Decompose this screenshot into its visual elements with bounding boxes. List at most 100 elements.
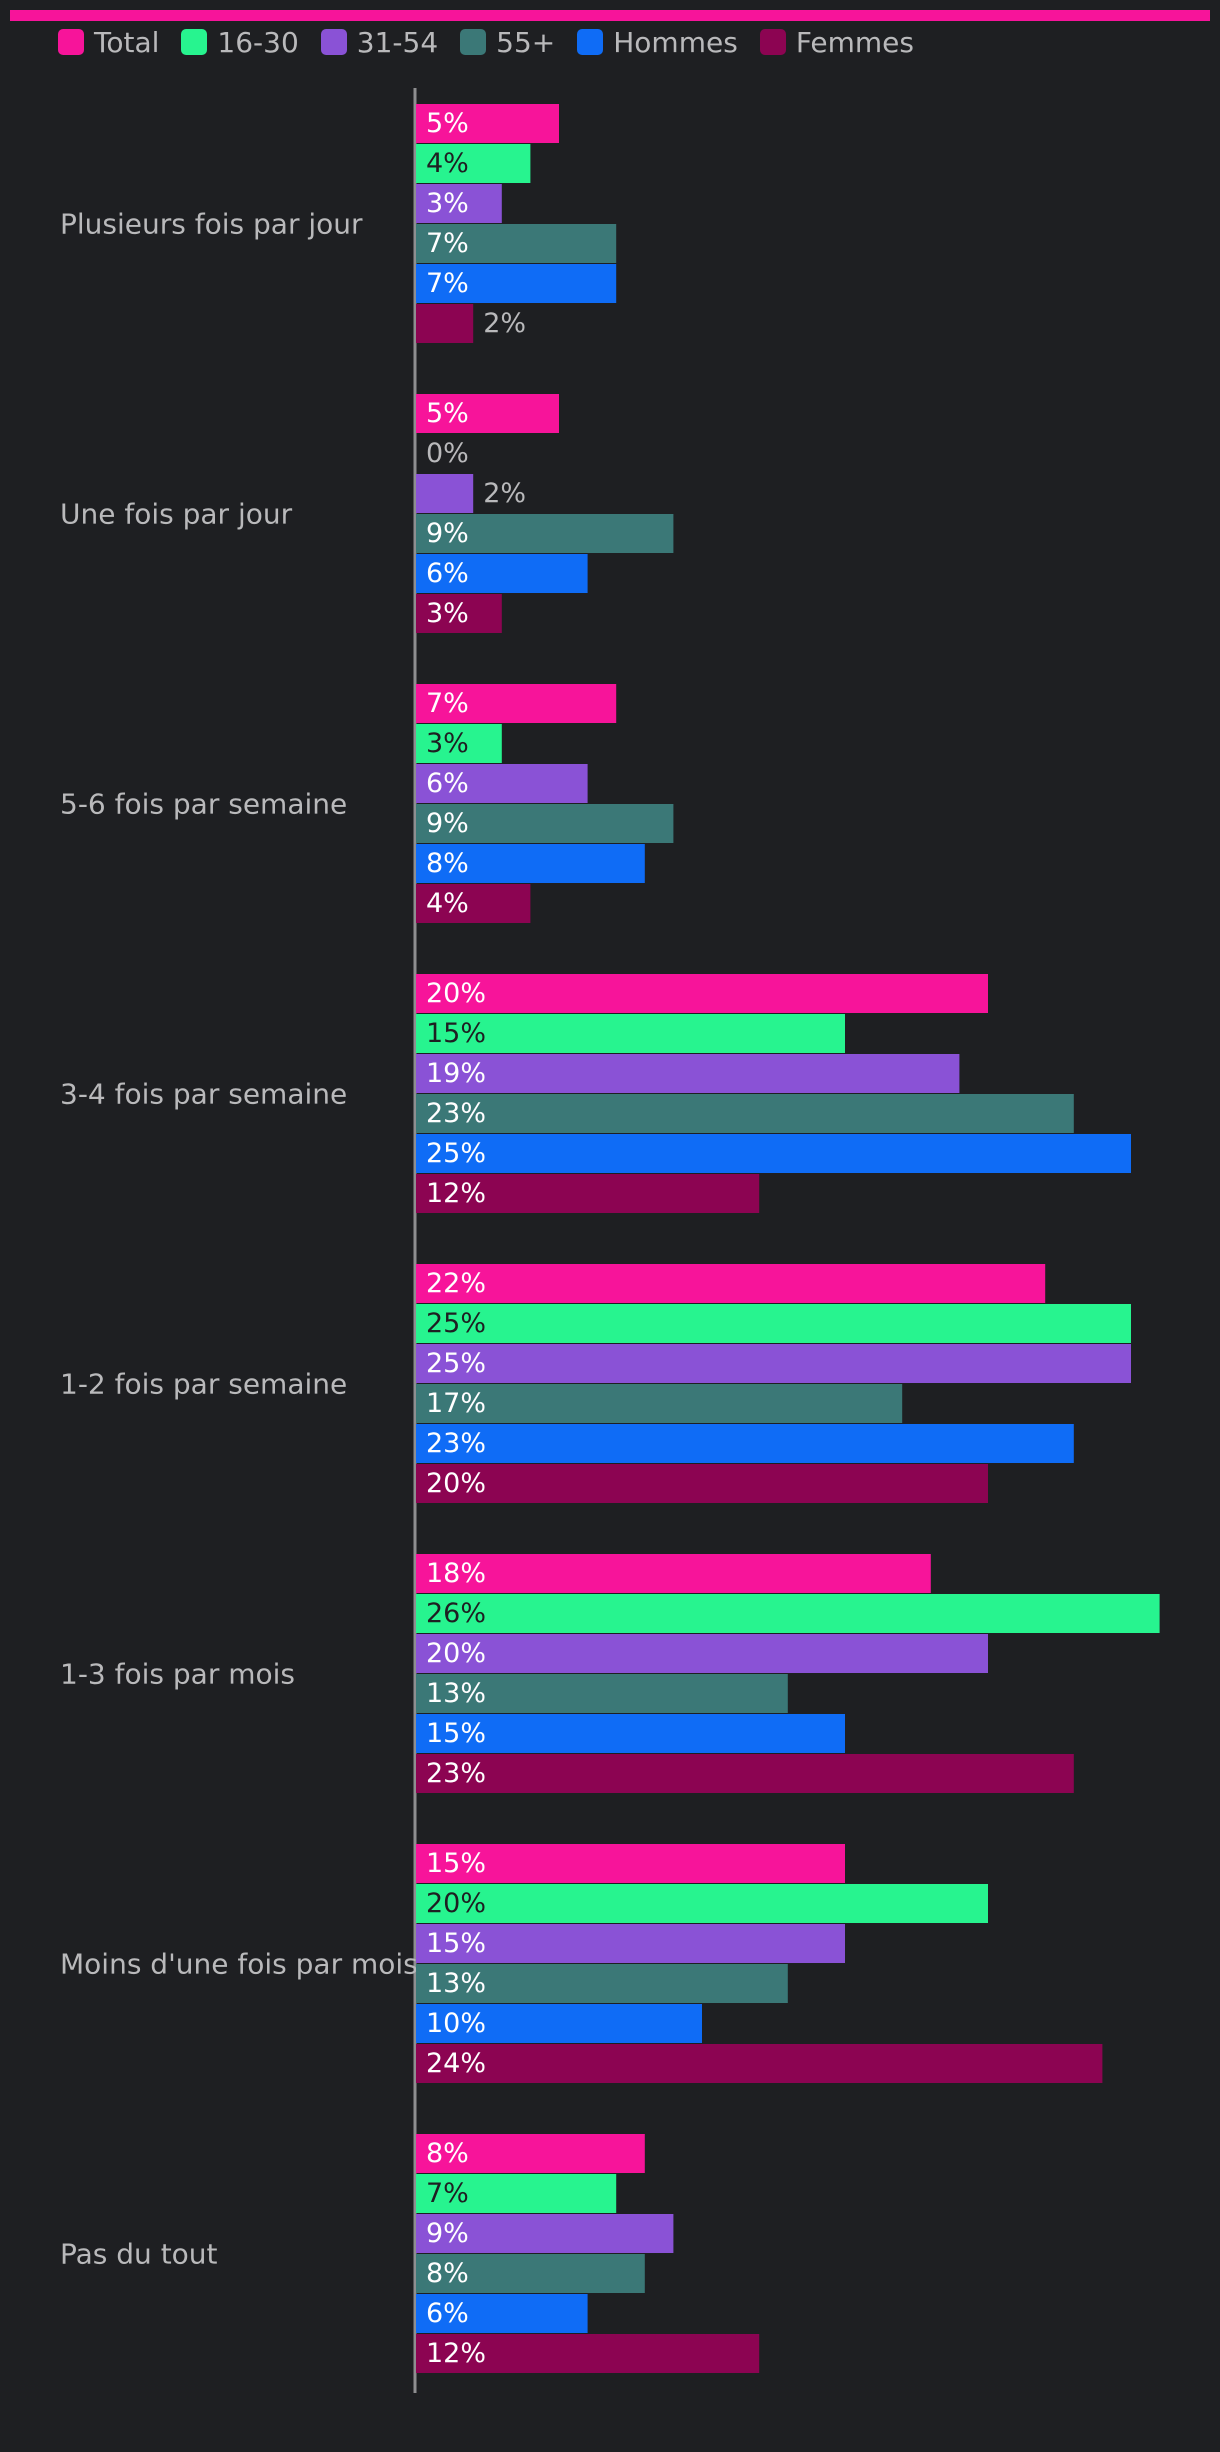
data-label: 15% [426,1928,486,1959]
data-label: 23% [426,1428,486,1459]
bar [416,2334,760,2373]
legend-label: Hommes [613,25,738,59]
data-label: 7% [426,228,469,259]
legend-item[interactable]: Femmes [759,25,914,59]
category-label: 1-2 fois par semaine [60,1368,347,1401]
legend-item[interactable]: 55+ [460,26,555,59]
bar [416,594,502,633]
bar [416,1054,960,1093]
bar [416,2254,645,2293]
data-label: 3% [426,728,469,759]
legend-label: 31-54 [356,25,439,59]
data-label: 26% [426,1598,486,1629]
data-label: 3% [426,188,469,219]
bar [416,554,588,593]
category-label: Une fois par jour [60,498,293,531]
data-label: 4% [426,148,469,179]
bar [416,394,559,433]
bar [416,1424,1074,1463]
data-label: 17% [426,1388,486,1419]
category-label: Moins d'une fois par mois [60,1948,418,1981]
top-accent-bar [10,10,1210,21]
data-label: 25% [426,1348,486,1379]
bar [416,2004,702,2043]
bar [416,1094,1074,1133]
data-label: 3% [426,598,469,629]
bar [416,1174,760,1213]
data-label: 24% [426,2048,486,2079]
category-label: Pas du tout [60,2238,218,2271]
bar [416,514,674,553]
data-label: 9% [426,808,469,839]
data-label: 23% [426,1758,486,1789]
data-label: 18% [426,1558,486,1589]
bar [416,1554,931,1593]
data-label: 0% [426,438,469,469]
bar [416,974,988,1013]
bar [416,224,617,263]
bar [416,1844,845,1883]
data-label: 5% [426,398,469,429]
data-label: 9% [426,518,469,549]
legend-swatch [58,29,84,55]
data-label: 25% [426,1138,486,1169]
legend-label: Femmes [795,25,914,59]
bar [416,2214,674,2253]
bar [416,1964,788,2003]
data-label: 12% [426,1178,486,1209]
bar [416,684,617,723]
bar [416,1344,1131,1383]
bar [416,1264,1046,1303]
bar [416,1384,903,1423]
legend-item[interactable]: Total [58,26,159,59]
data-label: 6% [426,768,469,799]
bar [416,304,474,343]
category-label: Plusieurs fois par jour [60,208,363,241]
bar [416,1924,845,1963]
data-label: 8% [426,2138,469,2169]
bar [416,764,588,803]
legend-item[interactable]: 16-30 [181,25,299,59]
data-label: 20% [426,1638,486,1669]
legend-swatch [759,29,786,55]
data-label: 4% [426,888,469,919]
data-label: 19% [426,1058,486,1089]
bar [416,144,531,183]
bar [416,184,502,223]
bar [416,1304,1131,1343]
data-label: 10% [426,2008,486,2039]
legend-item[interactable]: 31-54 [320,25,439,59]
bar [416,844,645,883]
data-label: 15% [426,1018,486,1049]
legend-swatch [577,29,604,55]
legend-label: 55+ [496,25,556,59]
bar [416,2044,1103,2083]
bar [416,264,617,303]
data-label: 2% [483,478,526,509]
data-label: 20% [426,978,486,1009]
bar [416,1754,1074,1793]
data-label: 6% [426,2298,469,2329]
data-label: 5% [426,108,469,139]
bar [416,1014,845,1053]
bar [416,1674,788,1713]
data-label: 12% [426,2338,486,2369]
data-label: 7% [426,2178,469,2209]
legend-swatch [320,29,347,55]
bar [416,1884,988,1923]
data-label: 7% [426,688,469,719]
data-label: 15% [426,1848,486,1879]
legend-item[interactable]: Hommes [577,26,738,59]
data-label: 25% [426,1308,486,1339]
legend-label: 16-30 [217,25,299,59]
bar [416,2174,617,2213]
bar [416,1464,988,1503]
data-label: 15% [426,1718,486,1749]
data-label: 20% [426,1888,486,1919]
category-label: 1-3 fois par mois [60,1658,295,1691]
bar [416,884,531,923]
data-label: 23% [426,1098,486,1129]
legend-swatch [460,29,487,55]
bar [416,1134,1131,1173]
